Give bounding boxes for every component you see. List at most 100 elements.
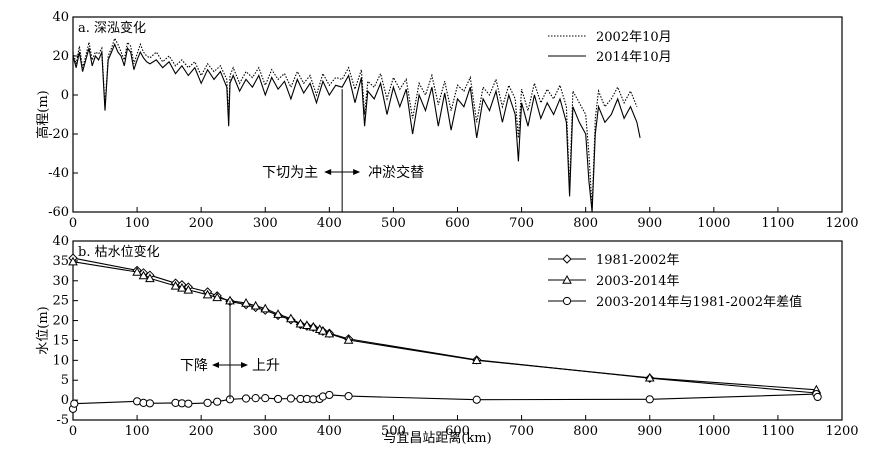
x-tick-label: 1200 bbox=[825, 216, 858, 231]
x-tick-label: 500 bbox=[381, 424, 406, 439]
y-axis-label: 高程(m) bbox=[35, 90, 51, 138]
x-tick-label: 200 bbox=[189, 216, 214, 231]
data-point-3 bbox=[145, 399, 154, 408]
x-tick-label: 1100 bbox=[761, 216, 794, 231]
series-line-1 bbox=[72, 37, 638, 209]
data-point-2 bbox=[202, 289, 213, 299]
legend-label-1: 1981-2002年 bbox=[596, 253, 680, 268]
x-tick-label: 1000 bbox=[697, 424, 730, 439]
data-point-3 bbox=[184, 399, 193, 408]
panel-b-chart: 0 100 200 300 400 500 600 700 800 900 1000 1100 1200… bbox=[36, 234, 859, 446]
data-point-2 bbox=[132, 266, 142, 276]
data-point-2 bbox=[170, 280, 181, 290]
x-axis-label: 与宜昌站距离(km) bbox=[383, 430, 491, 446]
data-point-2 bbox=[177, 282, 187, 292]
legend-label-3: 2003-2014年与1981-2002年差值 bbox=[596, 294, 802, 310]
y-tick-label: 10 bbox=[52, 353, 69, 368]
x-tick-label: 200 bbox=[189, 424, 214, 439]
data-point-2 bbox=[68, 256, 78, 266]
x-tick-label: 0 bbox=[69, 216, 77, 231]
legend-label-2: 2014年10月 bbox=[596, 50, 672, 65]
y-tick-label: 35 bbox=[52, 254, 69, 269]
data-point-2 bbox=[295, 318, 306, 328]
data-point-3 bbox=[70, 399, 79, 408]
x-tick-label: 900 bbox=[637, 424, 662, 439]
x-tick-label: 800 bbox=[573, 216, 598, 231]
annotation-left-text: 下切为主 bbox=[262, 165, 318, 181]
data-point-2 bbox=[183, 284, 194, 294]
data-point-2 bbox=[324, 328, 335, 338]
data-point-3 bbox=[203, 398, 212, 407]
arrow-head-left bbox=[324, 169, 332, 175]
y-tick-label: 20 bbox=[52, 314, 69, 329]
arrow-head-left bbox=[212, 362, 220, 368]
x-tick-label: 400 bbox=[317, 424, 342, 439]
y-tick-label: -20 bbox=[48, 127, 69, 142]
panel-title: b. 枯水位变化 bbox=[78, 244, 160, 260]
data-point-2 bbox=[145, 273, 155, 283]
y-tick-label: -60 bbox=[48, 205, 69, 220]
data-point-2 bbox=[138, 270, 149, 280]
y-tick-label: 15 bbox=[52, 333, 69, 348]
data-point-2 bbox=[302, 320, 312, 330]
legend-label-1: 2002年10月 bbox=[596, 30, 672, 45]
arrow-head-right bbox=[353, 169, 361, 175]
data-point-2 bbox=[318, 325, 328, 335]
x-tick-label: 1100 bbox=[761, 424, 794, 439]
annotation-right-text: 冲淤交替 bbox=[368, 164, 424, 181]
x-tick-label: 300 bbox=[253, 216, 278, 231]
data-point-3 bbox=[325, 390, 334, 400]
data-point-2 bbox=[644, 372, 655, 382]
y-tick-label: 5 bbox=[61, 373, 69, 388]
x-tick-label: 1200 bbox=[825, 424, 858, 439]
data-point-2 bbox=[250, 300, 261, 310]
data-point-3 bbox=[261, 394, 270, 403]
y-tick-label: -5 bbox=[56, 413, 69, 428]
x-tick-label: 1000 bbox=[697, 216, 730, 231]
data-point-2 bbox=[343, 335, 354, 344]
x-tick-label: 700 bbox=[509, 216, 534, 231]
legend-marker-1 bbox=[562, 254, 572, 264]
y-tick-label: 0 bbox=[61, 393, 69, 408]
panel-title: a. 深泓变化 bbox=[78, 20, 146, 36]
data-point-2 bbox=[212, 292, 223, 302]
data-point-3 bbox=[813, 392, 822, 402]
data-point-3 bbox=[645, 395, 654, 404]
data-point-2 bbox=[471, 355, 482, 365]
plot-frame bbox=[72, 16, 843, 213]
x-tick-label: 700 bbox=[509, 424, 534, 439]
x-tick-label: 100 bbox=[125, 424, 150, 439]
data-point-3 bbox=[286, 394, 295, 403]
x-tick-label: 600 bbox=[445, 216, 470, 231]
series-line-2 bbox=[72, 42, 641, 213]
y-tick-label: 30 bbox=[52, 274, 69, 289]
data-point-3 bbox=[251, 394, 260, 403]
x-tick-label: 100 bbox=[125, 216, 150, 231]
data-point-3 bbox=[213, 397, 222, 406]
y-tick-label: 40 bbox=[52, 234, 69, 249]
y-tick-label: 40 bbox=[52, 10, 69, 25]
x-tick-label: 600 bbox=[445, 424, 470, 439]
y-tick-label: 25 bbox=[52, 294, 69, 309]
legend-marker-3 bbox=[562, 296, 572, 306]
legend-marker-2 bbox=[562, 274, 572, 284]
data-point-2 bbox=[286, 313, 296, 323]
y-tick-label: -40 bbox=[48, 166, 69, 181]
x-tick-label: 400 bbox=[317, 216, 342, 231]
plot-frame bbox=[72, 240, 843, 421]
y-axis-label: 水位(m) bbox=[36, 306, 51, 354]
data-point-3 bbox=[344, 392, 353, 401]
y-tick-label: 0 bbox=[61, 88, 69, 103]
arrow-head-right bbox=[241, 362, 249, 368]
legend-label-2: 2003-2014年 bbox=[596, 274, 680, 289]
y-tick-label: 20 bbox=[52, 49, 69, 64]
x-tick-label: 800 bbox=[573, 424, 598, 439]
data-point-2 bbox=[260, 303, 271, 313]
x-tick-label: 900 bbox=[637, 216, 662, 231]
x-tick-label: 300 bbox=[253, 424, 278, 439]
x-tick-label: 500 bbox=[381, 216, 406, 231]
annotation-right-text: 上升 bbox=[252, 358, 280, 374]
x-tick-label: 0 bbox=[69, 424, 77, 439]
annotation-left-text: 下降 bbox=[180, 358, 208, 374]
